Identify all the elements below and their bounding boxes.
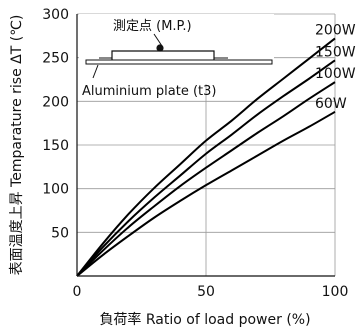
inset-background xyxy=(79,14,274,84)
series-line-150w xyxy=(76,59,336,277)
plate-leader xyxy=(92,64,99,79)
y-axis-title: 表面温度上昇 Temparature rise ΔT (℃) xyxy=(9,15,25,276)
y-tick-label-250: 250 xyxy=(42,51,69,67)
series-label-60w: 60W xyxy=(315,96,347,112)
labels: 200W 150W 100W 60W 50 100 150 200 250 300 0 50 100 負荷… xyxy=(9,7,356,328)
measurement-point-leader xyxy=(153,33,163,47)
y-tick-label-150: 150 xyxy=(42,138,69,154)
inset-diagram: 測定点 (M.P.) Aluminium plate (t3) xyxy=(79,14,274,99)
y-tick-label-200: 200 xyxy=(42,94,69,110)
series-line-100w xyxy=(76,81,336,277)
axes xyxy=(76,14,335,277)
series-lines xyxy=(76,37,336,277)
y-tick-label-100: 100 xyxy=(42,182,69,198)
x-tick-label-50: 50 xyxy=(197,284,215,300)
series-line-200w xyxy=(76,37,336,277)
series-line-60w xyxy=(76,110,336,277)
y-tick-label-50: 50 xyxy=(51,225,69,241)
series-label-200w: 200W xyxy=(315,22,356,38)
x-tick-label-100: 100 xyxy=(322,284,349,300)
aluminium-plate xyxy=(85,59,273,65)
series-label-150w: 150W xyxy=(315,44,356,60)
y-tick-label-300: 300 xyxy=(42,7,69,23)
plate-label: Aluminium plate (t3) xyxy=(82,84,216,99)
x-tick-label-0: 0 xyxy=(73,284,82,300)
x-axis-title: 負荷率 Ratio of load power (%) xyxy=(99,311,310,328)
series-label-100w: 100W xyxy=(315,66,356,82)
component-outline xyxy=(111,50,215,60)
measurement-point-label: 測定点 (M.P.) xyxy=(113,19,192,34)
measurement-point-dot xyxy=(156,44,164,52)
